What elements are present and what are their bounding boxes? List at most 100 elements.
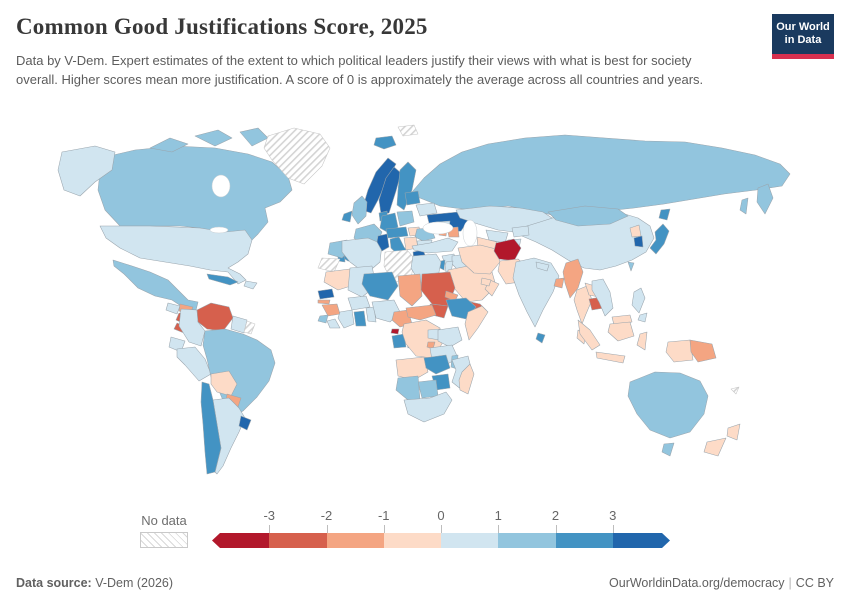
- country[interactable]: [263, 127, 331, 185]
- country[interactable]: [243, 320, 256, 335]
- country[interactable]: [397, 124, 419, 137]
- legend-bin[interactable]: [441, 533, 499, 548]
- country[interactable]: [397, 273, 423, 307]
- country[interactable]: [665, 339, 694, 363]
- country[interactable]: [317, 314, 329, 324]
- country[interactable]: [206, 273, 239, 286]
- country[interactable]: [200, 381, 222, 475]
- country[interactable]: [511, 225, 530, 238]
- country[interactable]: [411, 237, 459, 254]
- legend-bin[interactable]: [269, 533, 327, 548]
- country[interactable]: [176, 346, 212, 382]
- legend-bin[interactable]: [326, 533, 384, 548]
- country[interactable]: [437, 326, 463, 348]
- country[interactable]: [353, 310, 367, 327]
- country[interactable]: [535, 332, 546, 344]
- country[interactable]: [317, 288, 335, 300]
- country[interactable]: [165, 302, 181, 315]
- country[interactable]: [756, 183, 774, 215]
- license-link[interactable]: CC BY: [795, 576, 834, 590]
- country[interactable]: [607, 321, 635, 342]
- country[interactable]: [730, 386, 740, 395]
- country[interactable]: [661, 442, 675, 457]
- country[interactable]: [411, 134, 791, 219]
- country[interactable]: [480, 277, 492, 287]
- country[interactable]: [99, 225, 253, 285]
- country[interactable]: [347, 295, 371, 311]
- country[interactable]: [404, 190, 421, 206]
- country[interactable]: [194, 129, 233, 147]
- country[interactable]: [637, 312, 648, 323]
- legend-bin[interactable]: [498, 533, 556, 548]
- country[interactable]: [726, 423, 741, 441]
- country[interactable]: [535, 261, 550, 272]
- country[interactable]: [512, 257, 560, 328]
- country[interactable]: [633, 235, 644, 248]
- country[interactable]: [739, 197, 749, 215]
- country[interactable]: [239, 127, 269, 147]
- country[interactable]: [631, 287, 646, 314]
- country[interactable]: [196, 302, 234, 332]
- country[interactable]: [341, 210, 353, 223]
- country[interactable]: [649, 223, 670, 255]
- country[interactable]: [365, 306, 377, 323]
- country[interactable]: [341, 237, 383, 275]
- country[interactable]: [703, 437, 727, 457]
- country[interactable]: [423, 354, 451, 375]
- country[interactable]: [149, 137, 189, 153]
- country[interactable]: [405, 304, 437, 321]
- country[interactable]: [547, 205, 629, 227]
- country[interactable]: [553, 277, 565, 289]
- country[interactable]: [396, 161, 417, 211]
- country[interactable]: [323, 268, 355, 291]
- country[interactable]: [361, 157, 397, 214]
- country[interactable]: [562, 258, 584, 299]
- country[interactable]: [321, 303, 341, 317]
- country[interactable]: [415, 202, 438, 217]
- country[interactable]: [376, 233, 390, 252]
- country[interactable]: [202, 328, 276, 418]
- country[interactable]: [317, 257, 341, 273]
- country[interactable]: [627, 261, 635, 272]
- country[interactable]: [317, 299, 331, 305]
- country[interactable]: [627, 371, 709, 439]
- country[interactable]: [326, 318, 341, 329]
- owid-link[interactable]: OurWorldinData.org/democracy: [609, 576, 785, 590]
- country[interactable]: [591, 278, 614, 317]
- country[interactable]: [230, 315, 248, 334]
- country[interactable]: [337, 309, 355, 329]
- no-data-swatch[interactable]: [140, 532, 188, 548]
- country[interactable]: [373, 135, 397, 150]
- legend-bin[interactable]: [383, 533, 441, 548]
- country[interactable]: [689, 339, 717, 363]
- country[interactable]: [112, 259, 199, 311]
- country[interactable]: [595, 351, 626, 364]
- owid-logo[interactable]: Our World in Data: [772, 14, 834, 59]
- country[interactable]: [91, 145, 293, 249]
- country[interactable]: [577, 319, 601, 351]
- country[interactable]: [464, 305, 489, 341]
- country[interactable]: [395, 356, 429, 381]
- country[interactable]: [57, 145, 116, 197]
- country[interactable]: [390, 328, 400, 335]
- country[interactable]: [238, 415, 252, 431]
- color-scale: -3 -2 -1 0 1 2 3: [212, 506, 670, 548]
- country[interactable]: [243, 280, 258, 290]
- country[interactable]: [658, 208, 671, 221]
- country[interactable]: [636, 331, 648, 351]
- country[interactable]: [417, 379, 439, 399]
- legend-bin[interactable]: [212, 533, 270, 548]
- legend-bin[interactable]: [612, 533, 670, 548]
- country[interactable]: [396, 210, 415, 227]
- country[interactable]: [457, 244, 501, 275]
- country[interactable]: [351, 195, 368, 225]
- legend-bin[interactable]: [555, 533, 613, 548]
- country[interactable]: [403, 391, 453, 423]
- country[interactable]: [395, 375, 421, 401]
- country[interactable]: [361, 271, 399, 301]
- country[interactable]: [458, 363, 475, 395]
- country[interactable]: [391, 333, 407, 349]
- data-source-label: Data source:: [16, 576, 92, 590]
- country[interactable]: [385, 226, 409, 239]
